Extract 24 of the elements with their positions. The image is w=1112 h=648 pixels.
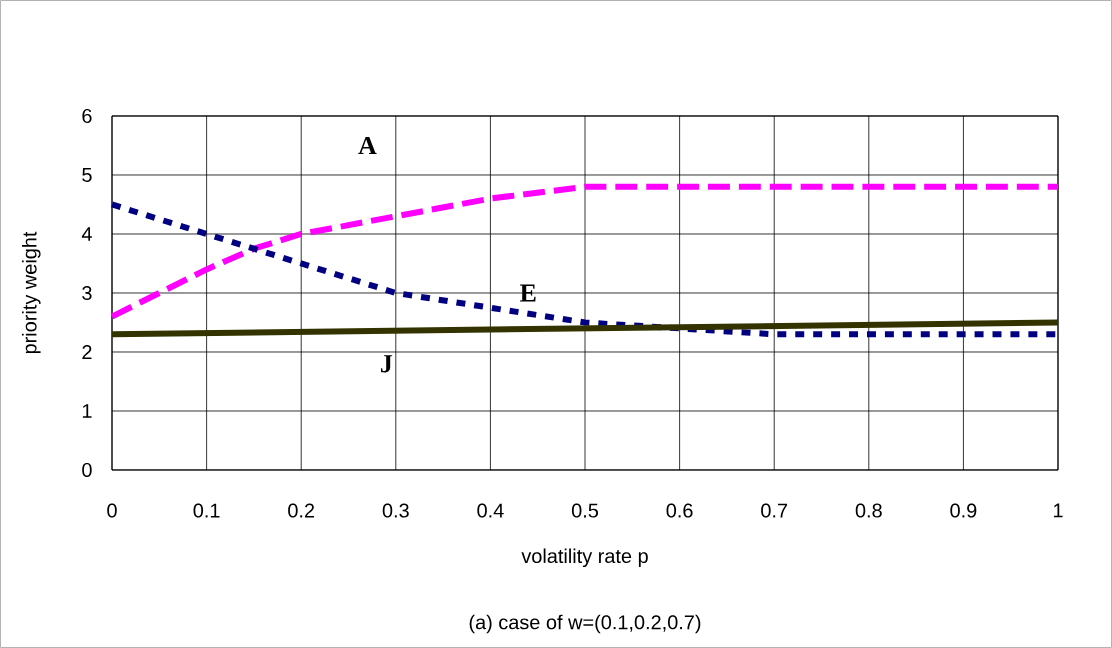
y-tick-label: 4 [81, 227, 92, 241]
series-label: E [520, 284, 536, 302]
y-tick-label: 5 [82, 168, 92, 182]
x-tick-label: 0 [107, 503, 117, 518]
x-tick-label: 0.3 [382, 503, 409, 518]
y-tick-label: 1 [82, 404, 92, 418]
text: A [358, 136, 377, 155]
series-label: J [381, 355, 393, 373]
x-tick-label: 0.5 [571, 503, 599, 518]
y-tick-label: 0 [82, 462, 92, 478]
x-tick-label: 1 [1053, 503, 1063, 518]
x-tick-label: 0.7 [761, 503, 788, 518]
x-tick-label: 0.9 [950, 503, 977, 518]
y-tick-label: 6 [82, 108, 92, 124]
x-tick-label: 0.2 [288, 503, 315, 518]
x-tick-label: 0.1 [193, 503, 220, 518]
x-tick-label: 0.4 [477, 503, 504, 518]
y-tick-label: 2 [82, 345, 92, 359]
x-tick-label: 0.6 [666, 503, 693, 518]
text: (a) case of w=(0.1,0.2,0.7) [469, 614, 701, 634]
x-axis-title: volatility rate p [521, 548, 648, 568]
y-axis-title: priority weight [22, 231, 41, 354]
x-tick-label: 0.8 [855, 503, 882, 518]
y-tick-label: 3 [82, 285, 92, 301]
